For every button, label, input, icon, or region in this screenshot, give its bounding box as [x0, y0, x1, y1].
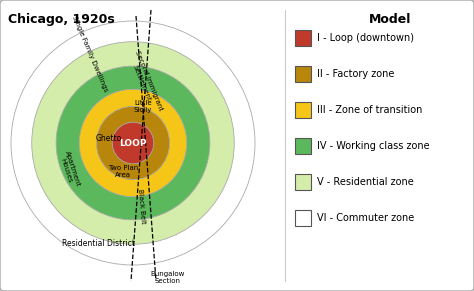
Circle shape	[56, 66, 210, 220]
Bar	[295, 102, 311, 118]
Circle shape	[96, 107, 170, 180]
Text: Second Immigrant
Settlement: Second Immigrant Settlement	[127, 50, 163, 114]
Text: V - Residential zone: V - Residential zone	[317, 177, 414, 187]
Text: Residential District: Residential District	[63, 239, 136, 248]
Bar	[295, 30, 311, 46]
Text: Single Family Dwellings: Single Family Dwellings	[72, 15, 109, 93]
Bar	[295, 66, 311, 82]
Text: III - Zone of transition: III - Zone of transition	[317, 105, 422, 115]
Circle shape	[79, 89, 187, 197]
Bar	[295, 210, 311, 226]
Text: Ghetto: Ghetto	[95, 134, 122, 143]
Text: LOOP: LOOP	[119, 139, 147, 148]
Text: Chicago, 1920s: Chicago, 1920s	[8, 13, 115, 26]
Text: Bungalow
Section: Bungalow Section	[150, 271, 184, 284]
Text: Black Belt: Black Belt	[137, 189, 146, 224]
Text: I - Loop (downtown): I - Loop (downtown)	[317, 33, 414, 43]
Circle shape	[11, 21, 255, 265]
Text: Apartment
Houses: Apartment Houses	[58, 150, 82, 189]
Circle shape	[32, 42, 234, 244]
Circle shape	[112, 122, 154, 164]
Text: Two Plan
Area: Two Plan Area	[108, 164, 138, 178]
Text: VI - Commuter zone: VI - Commuter zone	[317, 213, 414, 223]
Text: Little
Sicily: Little Sicily	[134, 100, 152, 113]
Bar	[295, 138, 311, 154]
Text: II - Factory zone: II - Factory zone	[317, 69, 394, 79]
Text: Model: Model	[369, 13, 411, 26]
Bar	[295, 174, 311, 190]
Text: IV - Working class zone: IV - Working class zone	[317, 141, 429, 151]
